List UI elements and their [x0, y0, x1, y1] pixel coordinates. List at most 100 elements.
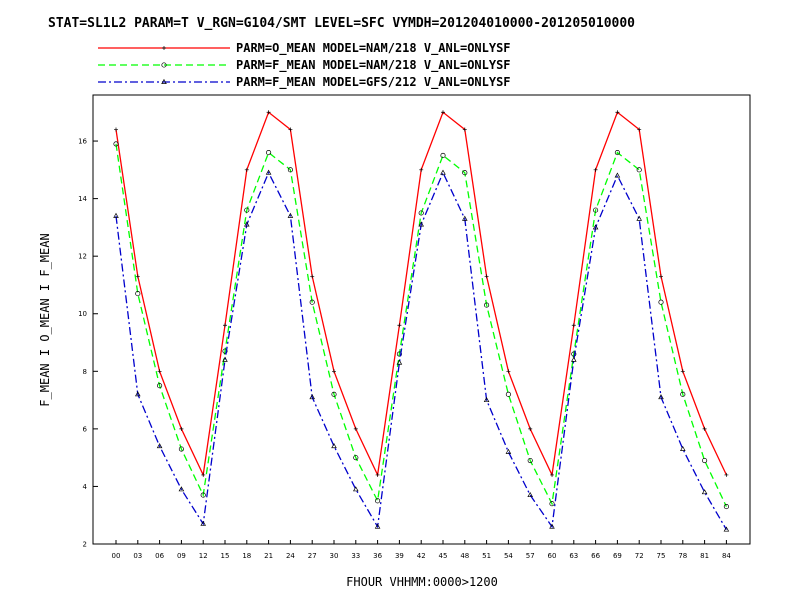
series-1 — [114, 110, 729, 478]
data-point — [287, 212, 294, 218]
data-point — [156, 443, 163, 449]
data-point — [222, 348, 228, 354]
data-point — [113, 141, 119, 147]
data-point — [527, 457, 533, 464]
series-line — [115, 171, 727, 530]
data-point — [680, 369, 685, 374]
data-point — [310, 274, 315, 279]
x-tick-label: 42 — [417, 552, 426, 560]
x-tick-label: 45 — [439, 552, 448, 560]
data-point — [592, 224, 599, 230]
data-point — [418, 221, 424, 227]
data-point — [702, 426, 707, 431]
x-axis-label: FHOUR VHHMM:0000>1200 — [346, 575, 498, 589]
chart-title: STAT=SL1L2 PARAM=T V_RGN=G104/SMT LEVEL=… — [48, 16, 635, 31]
series-line — [115, 143, 727, 507]
legend-label: PARM=F_MEAN MODEL=NAM/218 V_ANL=ONLYSF — [236, 58, 511, 73]
data-point — [266, 110, 271, 115]
x-tick-label: 03 — [133, 552, 142, 560]
data-point — [157, 369, 162, 374]
data-point — [309, 299, 315, 305]
x-tick-label: 75 — [657, 552, 666, 560]
data-point — [636, 167, 642, 173]
data-point — [179, 426, 184, 431]
data-point — [724, 472, 729, 477]
data-point — [484, 274, 489, 279]
legend-marker — [161, 78, 167, 84]
x-tick-label: 72 — [635, 552, 644, 560]
data-point — [244, 221, 250, 227]
series-3 — [113, 169, 730, 532]
data-point — [636, 215, 642, 221]
data-point — [135, 291, 141, 297]
series-2 — [113, 141, 729, 510]
data-point — [658, 394, 664, 400]
x-tick-label: 51 — [482, 552, 491, 560]
x-tick-label: 69 — [613, 552, 622, 560]
legend-item: PARM=O_MEAN MODEL=NAM/218 V_ANL=ONLYSF — [98, 41, 511, 56]
x-tick-label: 36 — [373, 552, 382, 560]
data-point — [723, 504, 729, 510]
x-tick-label: 21 — [264, 552, 273, 560]
x-tick-label: 09 — [177, 552, 186, 560]
x-tick-label: 57 — [526, 552, 535, 560]
legend-marker — [162, 46, 166, 50]
x-tick-label: 66 — [591, 552, 600, 560]
data-point — [178, 446, 184, 452]
data-point — [375, 498, 381, 504]
data-point — [135, 391, 141, 397]
x-tick-label: 60 — [548, 552, 557, 560]
data-point — [505, 391, 511, 397]
data-point — [483, 396, 490, 403]
data-point — [135, 274, 140, 279]
data-point — [419, 167, 424, 172]
data-point — [353, 486, 359, 492]
data-point — [396, 351, 402, 357]
data-point — [659, 274, 663, 279]
x-tick-label: 12 — [199, 552, 208, 560]
x-axis: 00 03 06 09 12 15 18 21 24 27 30 33 36 39 42 45 48 51 54 57… — [112, 540, 731, 560]
x-tick-label: 39 — [395, 552, 404, 560]
data-point — [680, 391, 686, 397]
x-tick-label: 81 — [700, 552, 709, 560]
data-point — [223, 323, 227, 328]
data-point — [593, 207, 599, 213]
data-point — [157, 383, 163, 389]
y-axis-label: F_MEAN I O_MEAN I F_MEAN — [38, 233, 52, 406]
data-point — [528, 426, 533, 431]
y-axis: 2 4 6 8 10 12 14 16 — [78, 138, 98, 549]
x-tick-label: 54 — [504, 552, 513, 560]
data-point — [702, 457, 708, 464]
data-point — [332, 369, 336, 374]
data-point — [658, 299, 664, 305]
data-point — [593, 167, 598, 172]
data-point — [178, 486, 185, 492]
x-tick-label: 18 — [242, 552, 251, 560]
data-point — [549, 523, 555, 529]
y-tick-label: 14 — [78, 195, 87, 203]
data-point — [505, 448, 512, 454]
data-point — [288, 127, 293, 132]
data-point — [484, 302, 490, 308]
data-point — [114, 127, 118, 132]
data-point — [287, 167, 293, 173]
data-point — [397, 323, 402, 328]
data-point — [462, 127, 467, 132]
data-point — [506, 369, 511, 374]
data-point — [418, 210, 424, 216]
data-point — [701, 489, 708, 495]
legend-label: PARM=F_MEAN MODEL=GFS/212 V_ANL=ONLYSF — [236, 75, 511, 90]
data-point — [571, 323, 576, 328]
legend-item: PARM=F_MEAN MODEL=NAM/218 V_ANL=ONLYSF — [98, 58, 511, 73]
x-tick-label: 24 — [286, 552, 295, 560]
data-point — [244, 167, 249, 172]
data-point — [614, 150, 620, 156]
y-tick-label: 10 — [78, 310, 87, 318]
y-tick-label: 16 — [78, 138, 87, 146]
data-point — [309, 394, 315, 400]
data-point — [222, 356, 228, 362]
data-point — [680, 445, 686, 451]
data-point — [614, 172, 621, 178]
x-tick-label: 15 — [221, 552, 230, 560]
